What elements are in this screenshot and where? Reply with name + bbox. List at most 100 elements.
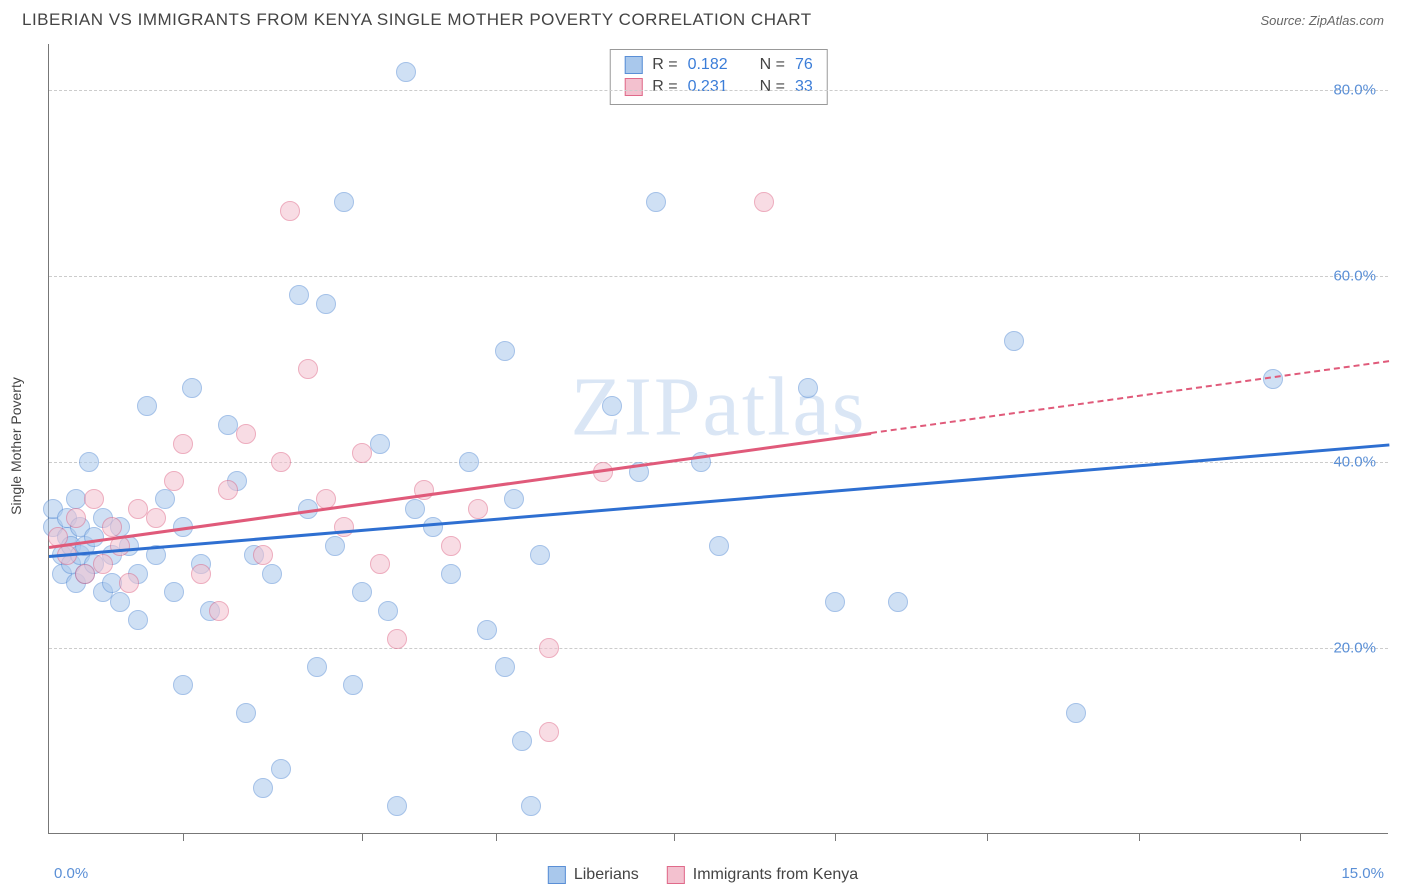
legend-n-label: N = — [760, 78, 785, 96]
data-point — [1004, 331, 1024, 351]
data-point — [66, 508, 86, 528]
data-point — [262, 564, 282, 584]
data-point — [888, 592, 908, 612]
data-point — [646, 192, 666, 212]
legend-series-item: Immigrants from Kenya — [667, 866, 858, 884]
data-point — [307, 657, 327, 677]
x-tick — [987, 833, 988, 841]
data-point — [539, 638, 559, 658]
data-point — [441, 536, 461, 556]
plot-frame: ZIPatlas R =0.182N =76R =0.231N =33 20.0… — [48, 44, 1388, 834]
data-point — [468, 499, 488, 519]
data-point — [441, 564, 461, 584]
data-point — [387, 796, 407, 816]
y-axis-label: Single Mother Poverty — [8, 377, 24, 515]
legend-series-label: Immigrants from Kenya — [693, 866, 858, 884]
x-tick — [496, 833, 497, 841]
gridline — [49, 276, 1388, 277]
data-point — [84, 489, 104, 509]
data-point — [128, 610, 148, 630]
data-point — [173, 434, 193, 454]
data-point — [271, 759, 291, 779]
legend-row: R =0.182N =76 — [624, 54, 813, 76]
legend-swatch — [548, 866, 566, 884]
data-point — [387, 629, 407, 649]
x-axis-start-label: 0.0% — [54, 865, 88, 882]
data-point — [218, 480, 238, 500]
data-point — [146, 508, 166, 528]
data-point — [405, 499, 425, 519]
data-point — [253, 545, 273, 565]
data-point — [316, 294, 336, 314]
legend-series: Liberians Immigrants from Kenya — [548, 866, 858, 884]
chart-title: LIBERIAN VS IMMIGRANTS FROM KENYA SINGLE… — [22, 10, 812, 30]
trend-line — [871, 360, 1389, 434]
data-point — [504, 489, 524, 509]
legend-n-value: 33 — [795, 78, 813, 96]
data-point — [825, 592, 845, 612]
data-point — [352, 443, 372, 463]
y-tick-label: 20.0% — [1333, 640, 1376, 657]
data-point — [378, 601, 398, 621]
data-point — [271, 452, 291, 472]
data-point — [191, 564, 211, 584]
gridline — [49, 648, 1388, 649]
data-point — [459, 452, 479, 472]
legend-correlation: R =0.182N =76R =0.231N =33 — [609, 49, 828, 105]
data-point — [236, 703, 256, 723]
source-attribution: Source: ZipAtlas.com — [1260, 13, 1384, 28]
data-point — [236, 424, 256, 444]
data-point — [253, 778, 273, 798]
legend-row: R = 0.231 N = 33 — [624, 76, 813, 98]
data-point — [352, 582, 372, 602]
data-point — [164, 471, 184, 491]
legend-r-label: R = — [652, 78, 677, 96]
legend-r-label: R = — [652, 56, 677, 74]
data-point — [209, 601, 229, 621]
data-point — [521, 796, 541, 816]
data-point — [325, 536, 345, 556]
data-point — [495, 657, 515, 677]
x-tick — [835, 833, 836, 841]
data-point — [530, 545, 550, 565]
data-point — [182, 378, 202, 398]
gridline — [49, 90, 1388, 91]
y-tick-label: 80.0% — [1333, 82, 1376, 99]
data-point — [93, 554, 113, 574]
data-point — [164, 582, 184, 602]
legend-series-label: Liberians — [574, 866, 639, 884]
data-point — [477, 620, 497, 640]
data-point — [396, 62, 416, 82]
data-point — [512, 731, 532, 751]
legend-swatch — [624, 56, 642, 74]
data-point — [102, 517, 122, 537]
data-point — [298, 359, 318, 379]
data-point — [1066, 703, 1086, 723]
data-point — [370, 554, 390, 574]
data-point — [602, 396, 622, 416]
legend-r-value: 0.231 — [688, 78, 728, 96]
data-point — [119, 573, 139, 593]
legend-r-value: 0.182 — [688, 56, 728, 74]
data-point — [495, 341, 515, 361]
data-point — [75, 564, 95, 584]
data-point — [539, 722, 559, 742]
data-point — [155, 489, 175, 509]
data-point — [289, 285, 309, 305]
plot-area: ZIPatlas R =0.182N =76R =0.231N =33 20.0… — [49, 44, 1388, 833]
data-point — [370, 434, 390, 454]
data-point — [137, 396, 157, 416]
data-point — [754, 192, 774, 212]
data-point — [709, 536, 729, 556]
x-tick — [362, 833, 363, 841]
data-point — [173, 675, 193, 695]
data-point — [79, 452, 99, 472]
data-point — [343, 675, 363, 695]
x-tick — [1139, 833, 1140, 841]
data-point — [798, 378, 818, 398]
legend-n-label: N = — [760, 56, 785, 74]
data-point — [423, 517, 443, 537]
y-tick-label: 60.0% — [1333, 268, 1376, 285]
legend-series-item: Liberians — [548, 866, 639, 884]
y-tick-label: 40.0% — [1333, 454, 1376, 471]
